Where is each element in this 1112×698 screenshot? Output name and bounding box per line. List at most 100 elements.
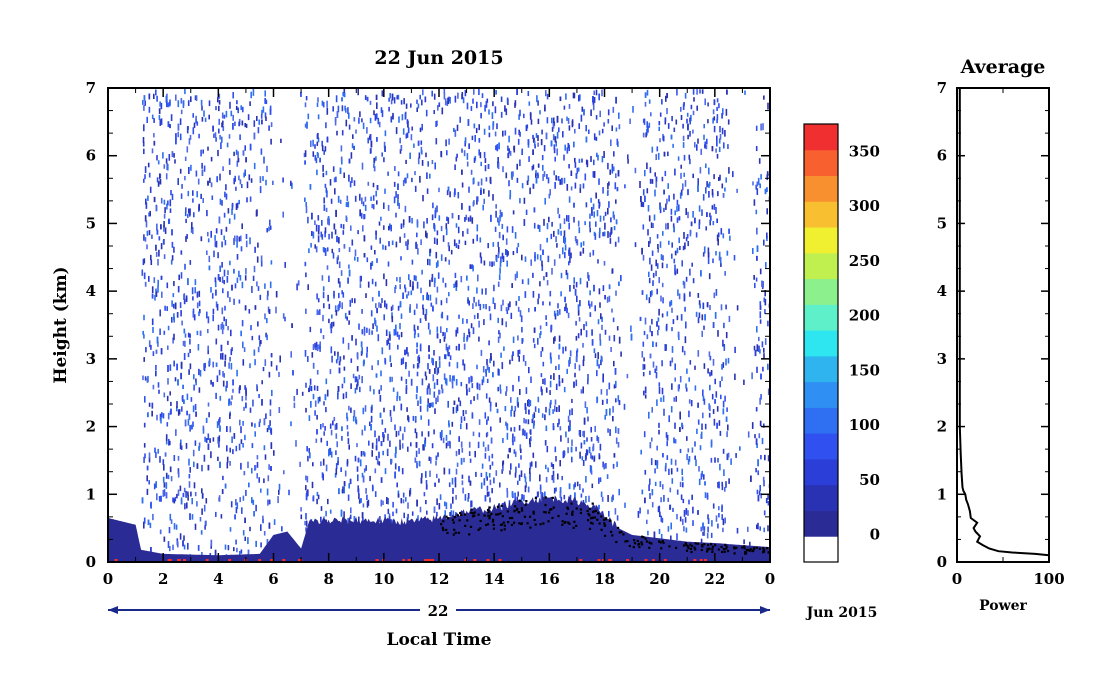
heatmap-cell — [703, 325, 705, 330]
heatmap-cell — [541, 129, 543, 135]
heatmap-cell — [709, 355, 712, 361]
heatmap-cell — [184, 419, 187, 427]
heatmap-cell — [245, 489, 247, 496]
strong-echo — [746, 549, 749, 552]
strong-echo — [566, 507, 570, 510]
heatmap-cell — [207, 316, 210, 324]
heatmap-cell — [422, 89, 424, 96]
heatmap-cell — [156, 336, 159, 344]
heatmap-cell — [217, 252, 219, 259]
heatmap-cell — [535, 133, 538, 138]
heatmap-cell — [582, 431, 584, 437]
heatmap-cell — [599, 443, 602, 451]
heatmap-cell — [651, 437, 653, 442]
heatmap-cell — [482, 441, 485, 447]
heatmap-cell — [312, 139, 314, 147]
heatmap-cell — [692, 278, 695, 284]
heatmap-cell — [242, 341, 244, 349]
heatmap-cell — [407, 415, 409, 421]
heatmap-cell — [630, 333, 633, 341]
heatmap-cell — [556, 131, 559, 139]
heatmap-cell — [356, 443, 358, 448]
heatmap-cell — [323, 204, 326, 211]
heatmap-cell — [495, 204, 497, 209]
heatmap-cell — [322, 314, 324, 322]
heatmap-cell — [182, 492, 185, 498]
heatmap-cell — [611, 308, 613, 313]
heatmap-cell — [230, 401, 232, 406]
heatmap-cell — [146, 230, 149, 236]
heatmap-cell — [157, 341, 159, 347]
heatmap-cell — [235, 507, 238, 514]
heatmap-cell — [238, 121, 240, 127]
heatmap-cell — [436, 333, 439, 339]
heatmap-cell — [521, 428, 524, 436]
heatmap-cell — [421, 123, 423, 131]
heatmap-cell — [383, 225, 385, 230]
heatmap-cell — [655, 259, 657, 267]
heatmap-cell — [577, 220, 580, 227]
heatmap-cell — [233, 298, 235, 305]
heatmap-cell — [405, 159, 407, 164]
heatmap-cell — [643, 357, 645, 362]
heatmap-cell — [406, 294, 408, 299]
heatmap-cell — [468, 328, 470, 334]
heatmap-cell — [438, 102, 441, 107]
heatmap-cell — [194, 287, 196, 294]
heatmap-cell — [407, 239, 409, 245]
heatmap-cell — [400, 256, 402, 261]
heatmap-cell — [383, 273, 385, 280]
heatmap-cell — [193, 374, 195, 380]
heatmap-cell — [382, 435, 385, 442]
heatmap-cell — [716, 406, 719, 412]
heatmap-cell — [314, 400, 317, 407]
heatmap-cell — [429, 402, 431, 409]
heatmap-cell — [243, 471, 246, 476]
heatmap-cell — [267, 290, 269, 297]
heatmap-cell — [601, 399, 604, 405]
heatmap-cell — [532, 164, 535, 170]
heatmap-cell — [671, 478, 674, 484]
heatmap-cell — [337, 386, 340, 392]
heatmap-cell — [593, 348, 596, 353]
heatmap-cell — [445, 343, 448, 351]
heatmap-cell — [409, 304, 411, 310]
heatmap-cell — [609, 232, 611, 238]
heatmap-cell — [591, 329, 593, 336]
heatmap-cell — [698, 312, 701, 319]
heatmap-cell — [660, 497, 662, 503]
heatmap-cell — [521, 254, 523, 261]
heatmap-cell — [728, 228, 730, 234]
heatmap-cell — [361, 162, 364, 170]
heatmap-cell — [766, 174, 768, 181]
heatmap-cell — [308, 248, 310, 254]
heatmap-cell — [506, 260, 508, 267]
heatmap-cell — [400, 313, 403, 319]
heatmap-cell — [528, 367, 530, 374]
x-tick-label: 22 — [704, 570, 725, 588]
heatmap-cell — [521, 338, 523, 344]
heatmap-cell — [380, 477, 383, 483]
heatmap-cell — [442, 437, 445, 444]
heatmap-cell — [558, 127, 560, 133]
heatmap-cell — [371, 450, 373, 457]
heatmap-cell — [433, 237, 436, 245]
heatmap-cell — [654, 172, 656, 177]
strong-echo — [701, 544, 704, 547]
heatmap-cell — [650, 264, 653, 271]
heatmap-cell — [227, 291, 229, 298]
heatmap-cell — [325, 510, 327, 517]
heatmap-cell — [169, 199, 172, 207]
heatmap-cell — [323, 303, 325, 309]
heatmap-cell — [553, 230, 555, 237]
heatmap-cell — [518, 296, 520, 301]
heatmap-cell — [682, 103, 685, 110]
heatmap-cell — [216, 375, 219, 382]
heatmap-cell — [514, 273, 517, 281]
heatmap-cell — [451, 213, 454, 219]
heatmap-cell — [585, 136, 588, 143]
heatmap-cell — [366, 327, 368, 333]
heatmap-cell — [406, 347, 408, 355]
heatmap-cell — [644, 469, 647, 475]
heatmap-cell — [316, 370, 319, 375]
